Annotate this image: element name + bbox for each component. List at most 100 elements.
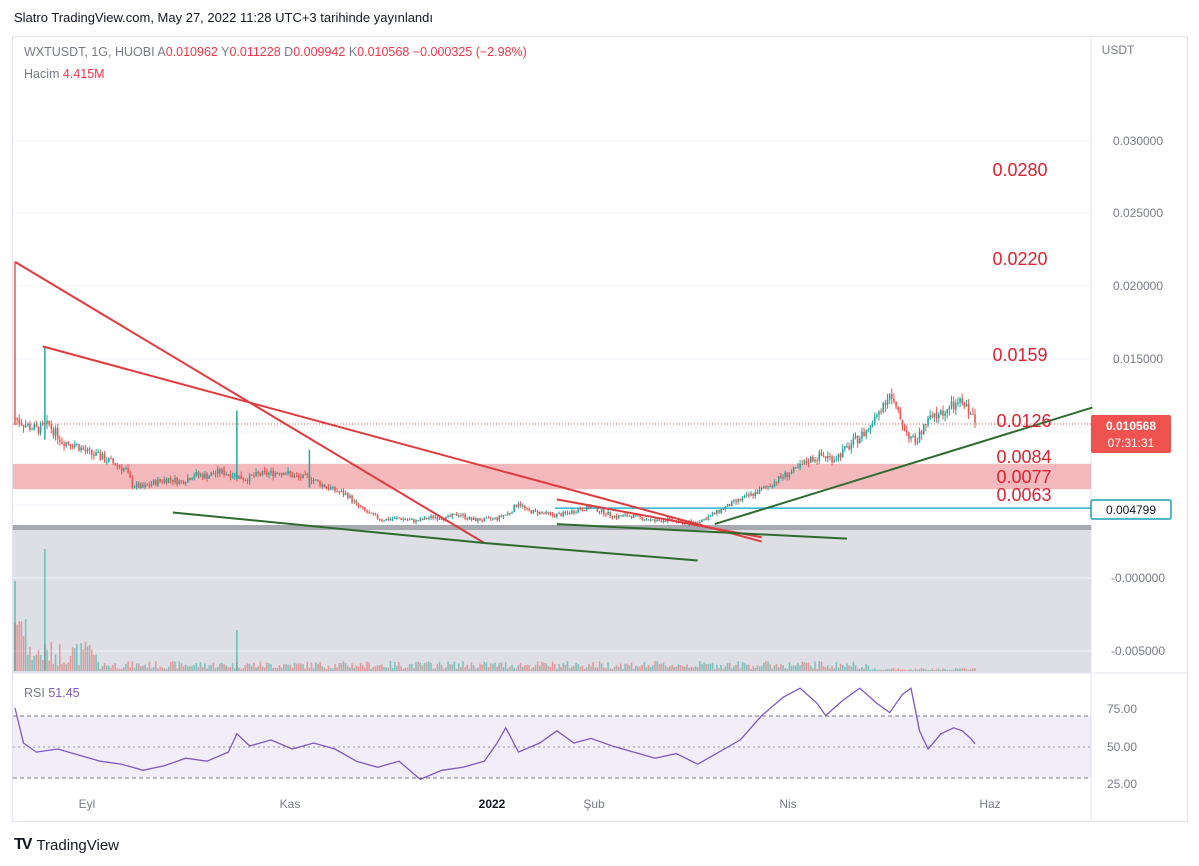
- candle-body: [393, 517, 396, 519]
- candle-body: [453, 513, 456, 515]
- candle-body: [353, 501, 355, 503]
- candle-body: [351, 495, 353, 503]
- volume-bar: [724, 666, 727, 671]
- volume-bar: [972, 668, 974, 671]
- volume-bar: [526, 664, 528, 671]
- rsi-label[interactable]: RSI: [24, 686, 45, 700]
- close-value: 0.010568: [357, 45, 410, 59]
- volume-label[interactable]: Hacim: [24, 67, 60, 81]
- change-value: −0.000325 (−2.98%): [412, 45, 527, 59]
- volume-bar: [946, 669, 949, 671]
- volume-bar: [39, 655, 42, 671]
- volume-bar: [888, 669, 891, 671]
- candle-body: [812, 456, 814, 462]
- candle-body: [172, 479, 174, 483]
- volume-bar: [189, 666, 191, 671]
- candle-body: [101, 454, 104, 460]
- candle-body: [784, 472, 786, 478]
- low-value: 0.009942: [293, 45, 346, 59]
- candle-body: [701, 519, 703, 522]
- candle-body: [24, 425, 27, 428]
- volume-bar: [223, 664, 225, 671]
- volume-bar: [553, 663, 556, 671]
- candle-body: [93, 454, 95, 456]
- candle-body: [903, 426, 906, 431]
- volume-bar: [385, 667, 387, 671]
- candle-body: [570, 510, 573, 514]
- volume-bar: [952, 669, 955, 671]
- volume-bar: [511, 664, 513, 671]
- volume-bar: [645, 667, 648, 671]
- candle-body: [824, 456, 827, 459]
- volume-bar: [852, 661, 855, 671]
- candle-body: [29, 424, 31, 430]
- volume-bar: [349, 667, 351, 671]
- candle-body: [553, 515, 556, 517]
- volume-bar: [195, 663, 198, 671]
- volume-bar: [937, 668, 940, 671]
- volume-bar: [440, 664, 443, 671]
- volume-bar: [434, 668, 437, 671]
- candle-body: [120, 467, 123, 471]
- volume-bar: [790, 665, 793, 671]
- symbol-label[interactable]: WXTUSDT, 1G, HUOBI: [24, 45, 155, 59]
- candle-body: [82, 447, 85, 450]
- candle-body: [880, 411, 882, 413]
- volume-bar: [596, 667, 599, 671]
- candle-body: [775, 481, 778, 483]
- candle-body: [839, 453, 842, 458]
- candle-body: [925, 424, 927, 426]
- volume-bar: [353, 667, 355, 671]
- candle-body: [385, 518, 387, 521]
- candle-body: [745, 494, 748, 496]
- candle-body: [524, 505, 526, 509]
- candle-body: [189, 478, 191, 480]
- volume-bar: [204, 663, 206, 671]
- candle-body: [634, 514, 637, 516]
- candle-body: [366, 510, 368, 513]
- candle-body: [447, 515, 449, 517]
- candle-body: [323, 484, 326, 488]
- candle-body: [543, 512, 545, 514]
- candle-body: [500, 515, 503, 517]
- volume-bar: [568, 668, 571, 671]
- candle-body: [707, 516, 710, 521]
- volume-bar: [600, 663, 603, 671]
- volume-bar: [948, 669, 951, 671]
- volume-bar: [897, 668, 899, 671]
- volume-bar: [472, 665, 475, 671]
- volume-bar: [402, 668, 405, 671]
- candle-body: [509, 512, 511, 514]
- candle-body: [167, 478, 170, 483]
- volume-bar: [474, 668, 477, 671]
- candle-body: [391, 518, 394, 520]
- ohlc-legend: WXTUSDT, 1G, HUOBI A0.010962 Y0.011228 D…: [24, 45, 527, 59]
- candle-body: [724, 506, 727, 510]
- volume-bar: [498, 662, 501, 671]
- chart-frame[interactable]: [12, 36, 1188, 822]
- candle-body: [801, 463, 803, 465]
- volume-bar: [259, 661, 262, 671]
- candle-body: [718, 509, 720, 513]
- volume-bar: [80, 643, 82, 671]
- tradingview-brand[interactable]: TV TradingView: [14, 836, 119, 854]
- volume-bar: [920, 668, 923, 671]
- volume-bar: [517, 664, 520, 671]
- volume-bar: [268, 662, 270, 671]
- candle-body: [255, 471, 257, 476]
- candle-body: [129, 472, 131, 478]
- candle-body: [541, 511, 543, 513]
- volume-bar: [701, 664, 703, 671]
- candle-body: [54, 428, 57, 436]
- volume-bar: [632, 668, 635, 671]
- candle-body: [263, 470, 266, 472]
- volume-bar: [282, 664, 285, 671]
- volume-bar: [940, 669, 942, 671]
- volume-bar: [799, 665, 801, 671]
- candle-body: [86, 449, 89, 452]
- candle-body: [56, 428, 59, 440]
- candle-body: [282, 473, 285, 475]
- candle-body: [626, 514, 629, 517]
- volume-bar: [97, 661, 99, 671]
